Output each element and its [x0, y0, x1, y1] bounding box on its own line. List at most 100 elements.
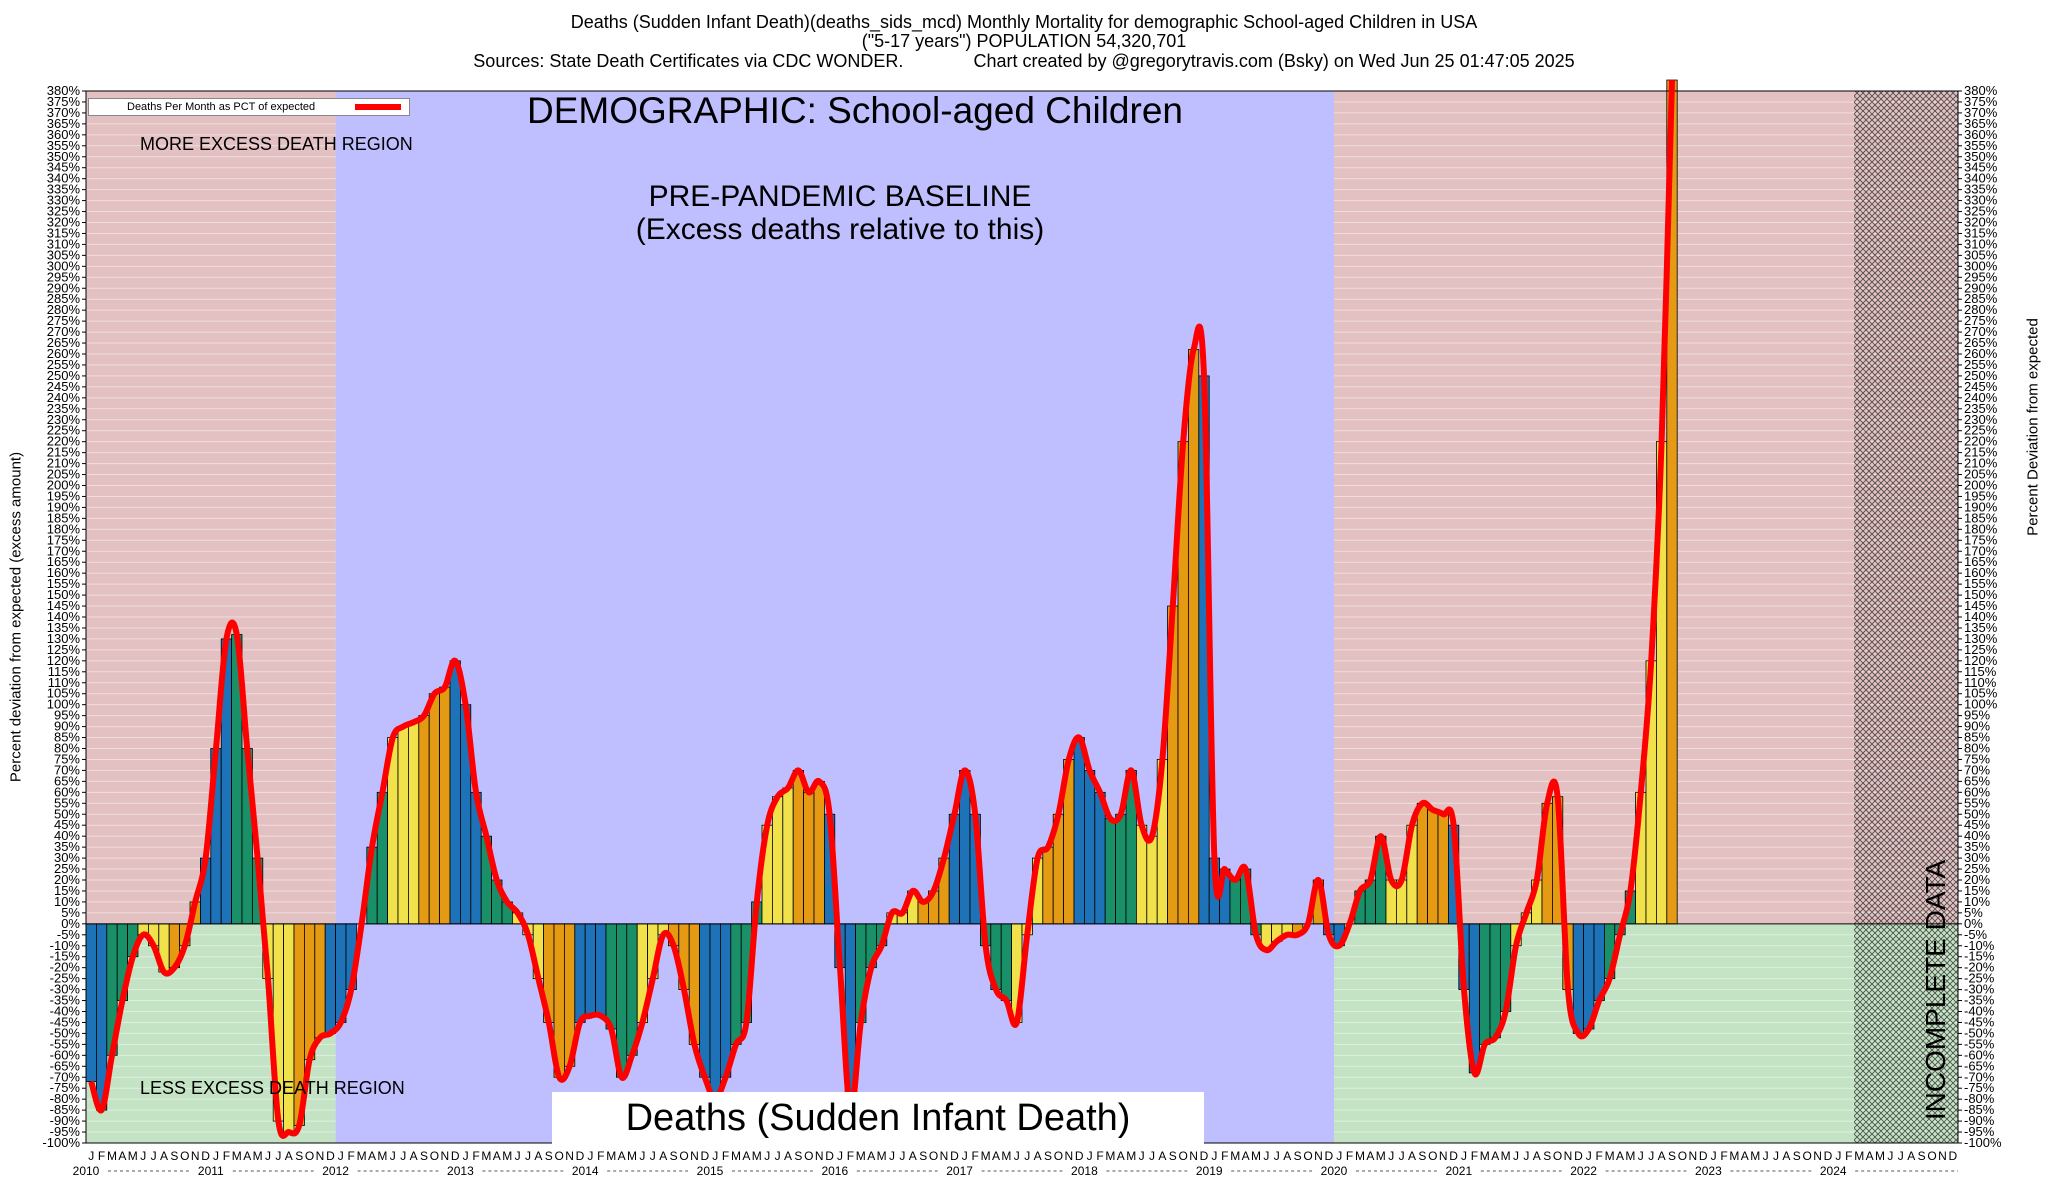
y-tick-label: 350%	[1964, 149, 1998, 164]
x-month-label: N	[1439, 1149, 1448, 1163]
x-month-label: J	[899, 1149, 905, 1163]
x-year-label: 2017	[946, 1164, 973, 1178]
x-month-label: J	[1139, 1149, 1145, 1163]
y-tick-label: 50%	[1964, 806, 1990, 821]
x-month-label: F	[1845, 1149, 1852, 1163]
bar	[407, 721, 420, 925]
y-tick-label: 250%	[47, 368, 81, 383]
y-tick-label: 225%	[47, 423, 81, 438]
x-month-label: J	[1388, 1149, 1394, 1163]
bar	[418, 715, 430, 925]
x-month-label: A	[368, 1149, 376, 1163]
x-month-label: S	[1918, 1149, 1926, 1163]
x-month-label: D	[1699, 1149, 1708, 1163]
x-year-label: 2024	[1820, 1164, 1847, 1178]
x-month-label: N	[1314, 1149, 1323, 1163]
y-tick-label: 30%	[1964, 850, 1990, 865]
y-tick-label: 315%	[47, 225, 81, 240]
x-month-label: F	[1471, 1149, 1478, 1163]
y-tick-label: 175%	[1964, 532, 1998, 547]
y-tick-label: 55%	[1964, 795, 1990, 810]
x-year-label: 2014	[572, 1164, 599, 1178]
y-tick-label: 360%	[1964, 127, 1998, 142]
x-month-label: J	[338, 1149, 344, 1163]
y-tick-label: 65%	[1964, 773, 1990, 788]
x-month-label: A	[1533, 1149, 1541, 1163]
x-month-label: M	[232, 1149, 242, 1163]
x-month-label: A	[1907, 1149, 1915, 1163]
x-month-label: J	[151, 1149, 157, 1163]
x-month-label: J	[525, 1149, 531, 1163]
y-tick-label: 5%	[1964, 905, 1983, 920]
y-tick-label: -100%	[1964, 1135, 2002, 1150]
y-tick-label: -90%	[50, 1113, 81, 1128]
y-tick-label: 170%	[1964, 543, 1998, 558]
y-tick-label: 240%	[47, 390, 81, 405]
x-month-label: J	[712, 1149, 718, 1163]
x-month-label: M	[752, 1149, 762, 1163]
x-month-label: J	[1014, 1149, 1020, 1163]
y-tick-label: 145%	[1964, 598, 1998, 613]
y-tick-label: 245%	[47, 379, 81, 394]
x-month-label: M	[1001, 1149, 1011, 1163]
x-year-label: 2023	[1695, 1164, 1722, 1178]
y-tick-label: 95%	[54, 708, 80, 723]
y-tick-label: 95%	[1964, 708, 1990, 723]
y-tick-label: 270%	[1964, 324, 1998, 339]
y-tick-label: 140%	[47, 609, 81, 624]
y-tick-label: 365%	[1964, 116, 1998, 131]
y-tick-label: -60%	[1964, 1047, 1995, 1062]
x-month-label: S	[420, 1149, 428, 1163]
bar	[314, 923, 326, 1039]
x-month-label: A	[1782, 1149, 1790, 1163]
y-tick-label: 40%	[1964, 828, 1990, 843]
bar	[1094, 791, 1106, 925]
x-month-label: D	[1075, 1149, 1084, 1163]
x-month-label: J	[1274, 1149, 1280, 1163]
y-tick-label: 90%	[1964, 719, 1990, 734]
x-year-label: 2010	[73, 1164, 100, 1178]
x-month-label: M	[1480, 1149, 1490, 1163]
y-tick-label: -35%	[50, 993, 81, 1008]
x-month-label: J	[265, 1149, 271, 1163]
x-month-label: F	[1221, 1149, 1228, 1163]
y-tick-label: -5%	[1964, 927, 1988, 942]
x-month-label: S	[295, 1149, 303, 1163]
y-tick-label: 180%	[47, 521, 81, 536]
x-month-label: J	[1638, 1149, 1644, 1163]
x-month-label: N	[690, 1149, 699, 1163]
x-month-label: M	[377, 1149, 387, 1163]
bar	[1427, 809, 1439, 925]
y-tick-label: 210%	[1964, 456, 1998, 471]
x-month-label: A	[618, 1149, 626, 1163]
bar	[1115, 813, 1127, 925]
y-tick-label: -80%	[1964, 1091, 1995, 1106]
x-month-label: J	[1399, 1149, 1405, 1163]
y-tick-label: 15%	[1964, 883, 1990, 898]
y-tick-label: 50%	[54, 806, 80, 821]
less-excess-region-label: LESS EXCESS DEATH REGION	[140, 1078, 405, 1098]
x-year-label: 2015	[697, 1164, 724, 1178]
x-month-label: O	[180, 1149, 189, 1163]
x-month-label: O	[1553, 1149, 1562, 1163]
bar	[449, 660, 461, 925]
y-tick-label: -10%	[1964, 938, 1995, 953]
x-month-label: A	[243, 1149, 251, 1163]
metric-label: Deaths (Sudden Infant Death)	[552, 1092, 1204, 1144]
y-tick-label: 375%	[47, 94, 81, 109]
x-month-label: J	[1898, 1149, 1904, 1163]
x-year-label: 2020	[1321, 1164, 1348, 1178]
x-month-label: S	[1169, 1149, 1177, 1163]
x-month-label: F	[1720, 1149, 1727, 1163]
bar	[439, 686, 451, 925]
y-tick-label: -15%	[50, 949, 81, 964]
x-month-label: S	[919, 1149, 927, 1163]
bar	[1146, 835, 1158, 925]
x-month-label: D	[1824, 1149, 1833, 1163]
y-tick-label: 0%	[1964, 916, 1983, 931]
y-tick-label: -90%	[1964, 1113, 1995, 1128]
y-tick-label: 260%	[1964, 346, 1998, 361]
y-tick-label: -70%	[50, 1069, 81, 1084]
y-tick-label: 90%	[54, 719, 80, 734]
bar	[1042, 846, 1054, 925]
